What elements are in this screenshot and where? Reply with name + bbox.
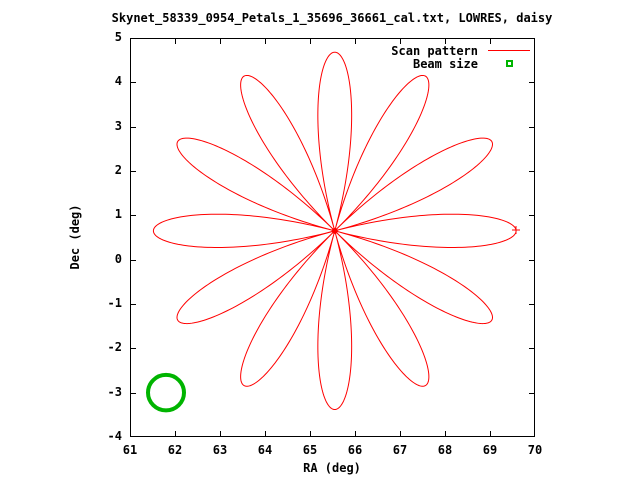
y-tick-label: 5 xyxy=(114,30,122,44)
x-tick-label: 66 xyxy=(347,443,363,457)
y-tick-label: 0 xyxy=(114,251,122,266)
x-tick-label: 68 xyxy=(437,443,453,457)
y-tick-label: 3 xyxy=(114,118,122,133)
x-tick-label: 61 xyxy=(122,443,138,457)
x-tick-label: 65 xyxy=(302,443,318,457)
legend-label-scan-pattern: Scan pattern xyxy=(391,43,478,58)
chart-title: Skynet_58339_0954_Petals_1_35696_36661_c… xyxy=(111,11,553,25)
y-tick-label: -1 xyxy=(107,296,122,310)
green-square-marker-icon xyxy=(505,60,513,67)
x-tick-label: 67 xyxy=(392,443,408,457)
legend: Scan pattern Beam size xyxy=(391,43,530,71)
y-tick-label: -3 xyxy=(107,384,122,399)
legend-sample-scan-pattern xyxy=(488,44,530,57)
x-tick-label: 69 xyxy=(482,443,498,457)
y-tick-label: 1 xyxy=(114,207,122,222)
x-axis-label: RA (deg) xyxy=(303,461,361,475)
legend-sample-beam-size xyxy=(488,57,530,70)
x-tick-label: 70 xyxy=(527,443,543,457)
x-tick-label: 63 xyxy=(212,443,228,457)
y-tick-label: 4 xyxy=(114,74,122,89)
legend-item-beam-size: Beam size xyxy=(391,56,530,71)
x-tick-label: 64 xyxy=(257,443,273,457)
plot-canvas xyxy=(130,38,535,437)
x-tick-label: 62 xyxy=(167,443,183,457)
legend-label-beam-size: Beam size xyxy=(412,56,478,71)
y-tick-label: -2 xyxy=(107,340,122,355)
y-tick-label: -4 xyxy=(107,429,122,443)
legend-item-scan-pattern: Scan pattern xyxy=(391,43,530,58)
y-tick-label: 2 xyxy=(114,163,122,177)
red-line-sample-icon xyxy=(488,50,530,51)
